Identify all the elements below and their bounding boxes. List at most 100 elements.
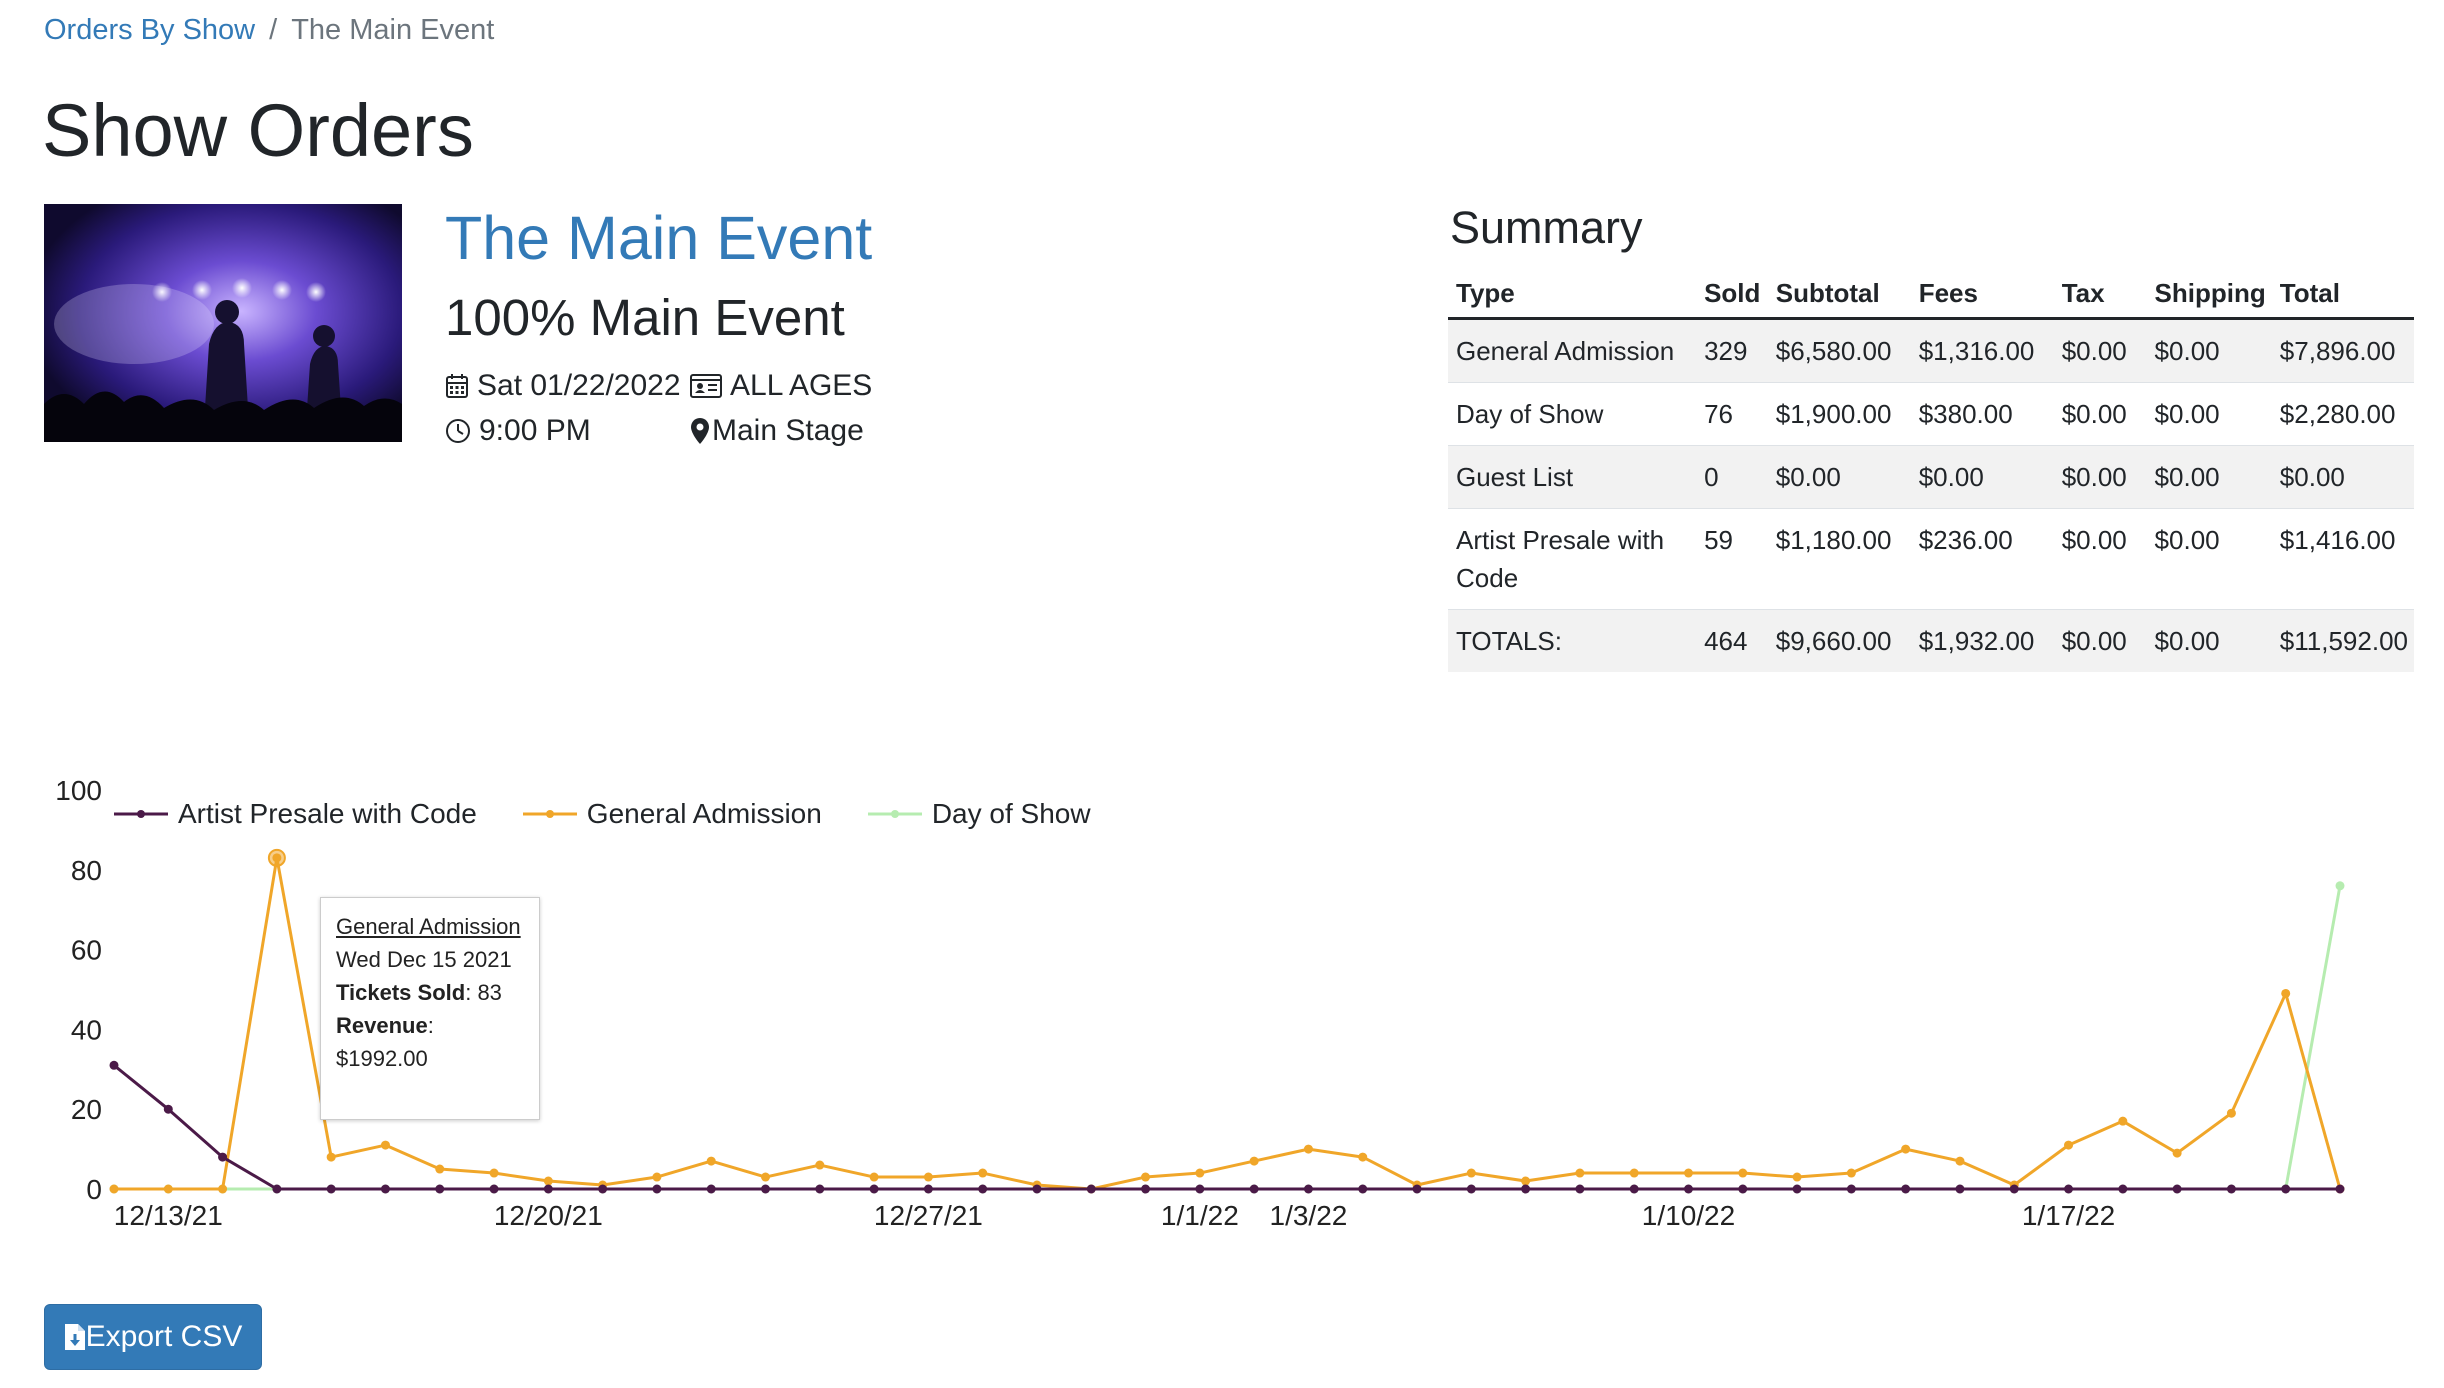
event-time: 9:00 PM <box>445 414 591 448</box>
col-tax: Tax <box>2053 270 2147 320</box>
legend-label: General Admission <box>586 798 822 829</box>
x-tick-label: 1/17/22 <box>2022 1200 2115 1231</box>
col-fees: Fees <box>1910 270 2054 320</box>
x-tick-label: 12/20/21 <box>494 1200 603 1231</box>
cell-type: Guest List <box>1448 445 1697 509</box>
cell-total: $11,592.00 <box>2271 609 2414 672</box>
data-point <box>2335 881 2345 891</box>
data-point <box>598 1184 608 1194</box>
breadcrumb-separator: / <box>269 14 278 46</box>
cell-subtotal: $1,900.00 <box>1767 382 1911 446</box>
legend-item-day-of-show[interactable]: Day of Show <box>866 798 1091 830</box>
cell-shipping: $0.00 <box>2146 445 2272 509</box>
data-point <box>652 1172 662 1182</box>
data-point <box>1792 1172 1802 1182</box>
data-point <box>218 1152 228 1162</box>
cell-total: $0.00 <box>2271 445 2414 509</box>
legend-swatch-general-admission <box>522 810 577 818</box>
event-time-text: 9:00 PM <box>479 414 591 447</box>
cell-fees: $236.00 <box>1910 508 2054 610</box>
cell-sold: 0 <box>1696 445 1768 509</box>
data-point <box>163 1184 173 1194</box>
event-subtitle: 100% Main Event <box>445 289 845 346</box>
y-tick-label: 40 <box>71 1014 102 1045</box>
legend-swatch-day-of-show <box>867 810 922 818</box>
data-point <box>2118 1184 2128 1194</box>
data-point <box>1303 1184 1313 1194</box>
cell-tax: $0.00 <box>2053 508 2147 610</box>
cell-total: $1,416.00 <box>2271 508 2414 610</box>
col-type: Type <box>1448 270 1697 320</box>
cell-shipping: $0.00 <box>2146 508 2272 610</box>
data-point <box>978 1184 988 1194</box>
x-tick-label: 12/13/21 <box>114 1200 223 1231</box>
event-venue-text: Main Stage <box>712 414 864 447</box>
summary-table: Type Sold Subtotal Fees Tax Shipping Tot… <box>1448 270 2414 672</box>
data-point <box>326 1152 336 1162</box>
concert-photo <box>44 204 402 442</box>
data-point <box>272 1184 282 1194</box>
data-point <box>1738 1184 1748 1194</box>
cell-shipping: $0.00 <box>2146 382 2272 446</box>
data-point <box>2009 1184 2019 1194</box>
tooltip-tickets: Tickets Sold: 83 <box>336 980 502 1005</box>
export-csv-button[interactable]: Export CSV <box>44 1304 262 1370</box>
data-point <box>326 1184 336 1194</box>
event-venue: Main Stage <box>690 414 864 448</box>
data-point <box>109 1184 119 1194</box>
data-point <box>923 1172 933 1182</box>
tooltip-revenue-label: Revenue <box>336 1013 428 1038</box>
data-point <box>380 1140 390 1150</box>
data-point <box>978 1168 988 1178</box>
data-point <box>923 1184 933 1194</box>
cell-sold: 329 <box>1696 318 1768 383</box>
sales-line-chart[interactable]: 0 20 40 60 80 100 12/13/21 12/20/21 12/27/21 1/1/… <box>0 760 2444 1240</box>
data-point <box>1358 1152 1368 1162</box>
tooltip-tickets-value: 83 <box>477 980 502 1005</box>
chart-legend: Artist Presale with Code General Admissi… <box>112 798 1135 830</box>
legend-label: Artist Presale with Code <box>178 798 477 829</box>
data-point <box>489 1168 499 1178</box>
data-point <box>380 1184 390 1194</box>
data-point <box>2281 988 2291 998</box>
event-name-link[interactable]: The Main Event <box>445 204 873 272</box>
x-tick-label: 1/1/22 <box>1161 1200 1239 1231</box>
series-line <box>114 856 2342 1191</box>
data-point <box>1955 1184 1965 1194</box>
highlighted-data-point <box>267 848 286 867</box>
breadcrumb-link-orders-by-show[interactable]: Orders By Show <box>44 14 256 46</box>
data-point <box>1303 1144 1313 1154</box>
cell-type: TOTALS: <box>1448 609 1697 672</box>
data-point <box>435 1184 445 1194</box>
data-point <box>543 1184 553 1194</box>
cell-fees: $0.00 <box>1910 445 2054 509</box>
data-point <box>1792 1184 1802 1194</box>
data-point <box>218 1184 228 1194</box>
tooltip-date: Wed Dec 15 2021 <box>336 947 512 972</box>
data-point <box>543 1176 553 1186</box>
data-point <box>2118 1116 2128 1126</box>
data-point <box>1901 1184 1911 1194</box>
data-point <box>1466 1168 1476 1178</box>
col-subtotal: Subtotal <box>1767 270 1911 320</box>
data-point <box>2226 1184 2236 1194</box>
legend-swatch-artist-presale <box>114 810 168 818</box>
cell-total: $2,280.00 <box>2271 382 2414 446</box>
cell-fees: $1,932.00 <box>1910 609 2054 672</box>
y-tick-label: 0 <box>86 1174 102 1205</box>
legend-item-general-admission[interactable]: General Admission <box>521 798 822 830</box>
data-point <box>1249 1156 1259 1166</box>
data-point <box>1195 1184 1205 1194</box>
data-point <box>2064 1184 2074 1194</box>
x-tick-label: 1/10/22 <box>1642 1200 1735 1231</box>
legend-item-artist-presale[interactable]: Artist Presale with Code <box>112 798 477 830</box>
cell-tax: $0.00 <box>2053 318 2147 383</box>
cell-shipping: $0.00 <box>2146 318 2272 383</box>
table-row: Guest List 0 $0.00 $0.00 $0.00 $0.00 $0.… <box>1448 445 2414 509</box>
data-point <box>2281 1184 2291 1194</box>
clock-icon <box>446 419 470 443</box>
data-point <box>2064 1140 2074 1150</box>
cell-type: Artist Presale with Code <box>1448 508 1697 610</box>
col-shipping: Shipping <box>2146 270 2272 320</box>
cell-type: Day of Show <box>1448 382 1697 446</box>
